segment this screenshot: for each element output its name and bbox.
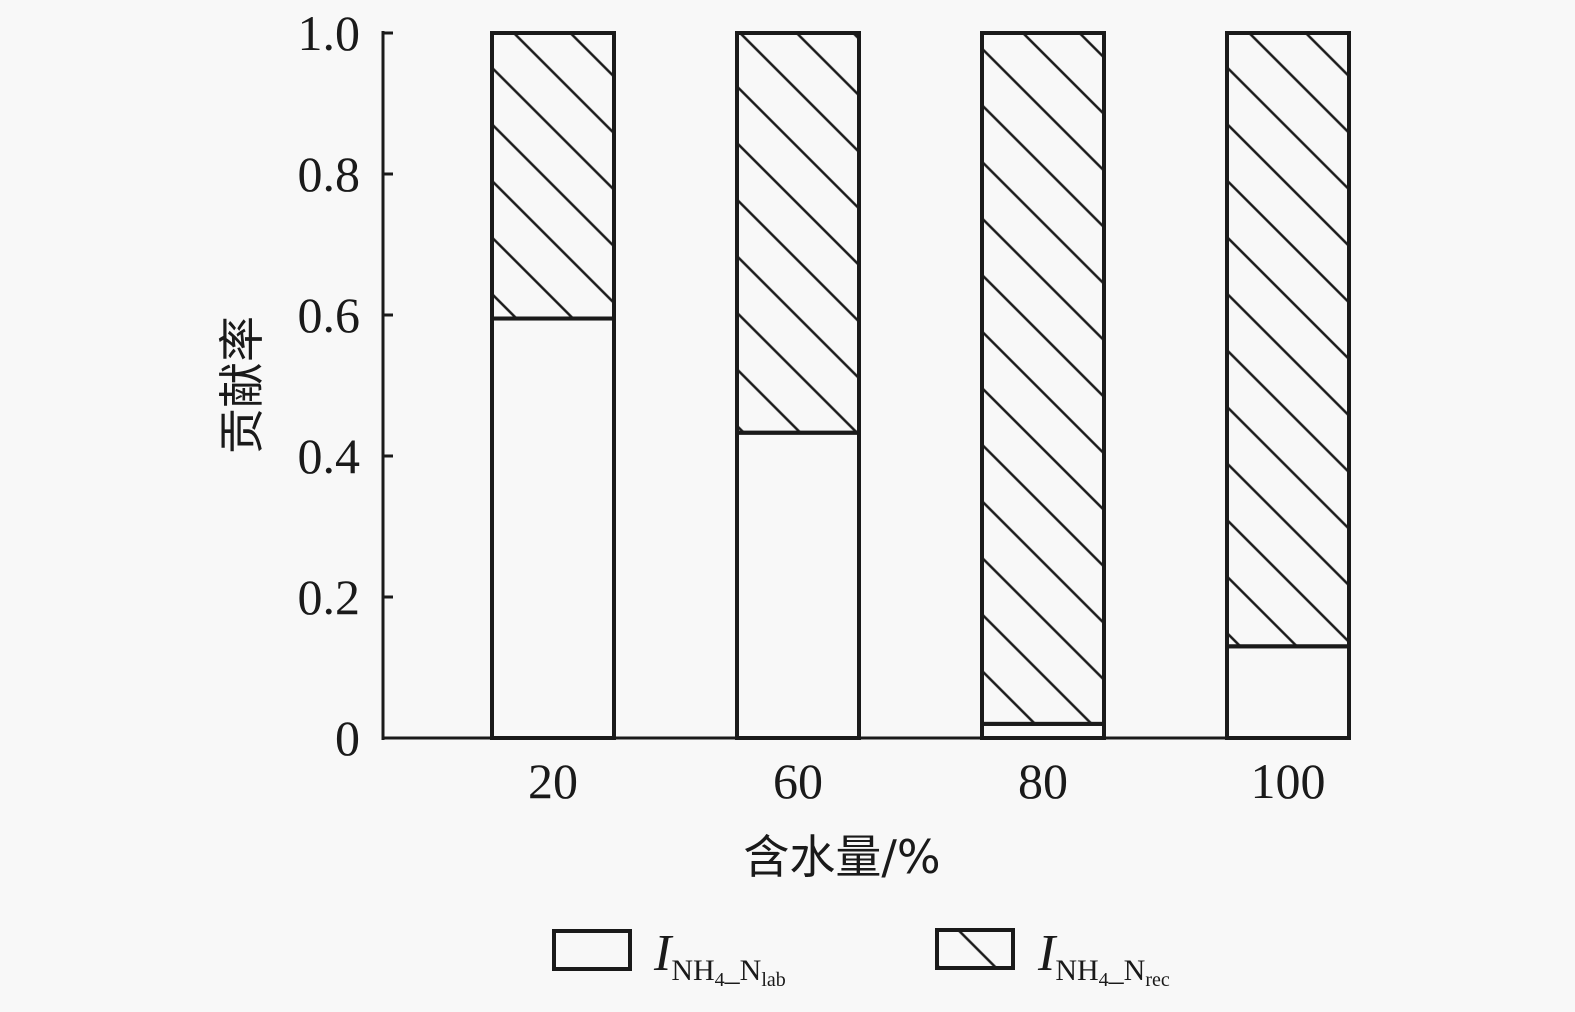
bar-100-lab: [1225, 644, 1351, 740]
x-tick-label: 80: [1018, 753, 1068, 809]
y-tick-label: 0.6: [298, 287, 361, 343]
bar-100-rec: [1225, 31, 1351, 649]
y-tick-label: 0.2: [298, 569, 361, 625]
bar-80-rec: [980, 31, 1106, 726]
legend-label-rec: INH4_Nrec: [1037, 925, 1170, 991]
bar-80-lab: [980, 721, 1106, 741]
x-tick-labels: 20 60 80 100: [528, 753, 1326, 809]
y-axis-label: 贡献率: [215, 316, 269, 454]
legend-label-lab: INH4_Nlab: [653, 925, 786, 991]
legend-swatch-rec: [935, 928, 1015, 970]
bar-60-rec: [735, 31, 861, 435]
x-axis-label: 含水量/%: [743, 830, 940, 884]
x-tick-label: 20: [528, 753, 578, 809]
bars-group: [490, 31, 1351, 741]
bar-60-lab: [735, 430, 861, 740]
y-tick-label: 0: [335, 710, 360, 766]
y-tick-label: 1.0: [298, 5, 361, 61]
y-tick-label: 0.8: [298, 146, 361, 202]
legend: INH4_Nlab INH4_Nrec: [552, 925, 1170, 991]
x-tick-label: 100: [1251, 753, 1326, 809]
y-tick-labels: 0 0.2 0.4 0.6 0.8 1.0: [298, 5, 393, 766]
x-tick-label: 60: [773, 753, 823, 809]
bar-20-rec: [490, 31, 616, 321]
legend-swatch-lab: [552, 929, 632, 971]
axes-group: [381, 31, 1351, 740]
y-tick-label: 0.4: [298, 428, 361, 484]
bar-20-lab: [490, 316, 616, 740]
